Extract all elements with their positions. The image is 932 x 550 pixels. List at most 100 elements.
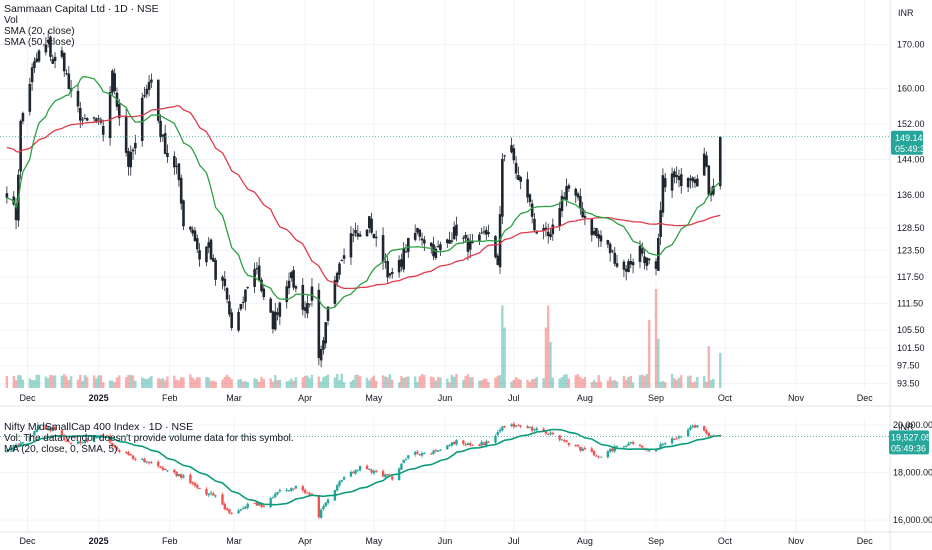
candle: [228, 294, 231, 317]
candle-body: [696, 178, 699, 187]
price-tick-label: 105.50: [897, 325, 925, 335]
index-candle-body: [707, 432, 710, 437]
index-candle: [193, 481, 197, 488]
candle: [592, 227, 596, 237]
volume-bar: [157, 377, 160, 388]
index-candle-body: [244, 506, 247, 509]
index-candle-body: [381, 471, 385, 477]
price-tick-label: 160.00: [897, 84, 925, 94]
candle-body: [145, 88, 149, 95]
index-candle: [124, 450, 128, 454]
index-candle: [452, 441, 456, 445]
index-ma-line: [6, 428, 721, 506]
candle: [615, 254, 619, 269]
index-candle-body: [469, 443, 472, 446]
index-candle-body: [274, 493, 277, 497]
volume-bar: [221, 379, 224, 388]
candle-body: [351, 234, 355, 236]
grid-lines: [0, 0, 890, 532]
volume-bar: [92, 375, 96, 388]
candle-body: [707, 165, 711, 195]
index-candle: [551, 431, 555, 435]
index-candle-body: [308, 493, 311, 495]
candle: [466, 234, 470, 261]
index-candle-body: [198, 488, 201, 490]
candle-body: [292, 270, 295, 288]
volume-bar: [237, 379, 240, 388]
index-candle: [30, 435, 34, 438]
candle: [161, 134, 165, 142]
candle-body: [372, 233, 376, 239]
index-candle-body: [498, 429, 502, 432]
candle-body: [445, 239, 449, 243]
index-candle: [246, 502, 249, 510]
candle-body: [423, 239, 426, 244]
volume-bar: [274, 375, 277, 388]
index-candle: [664, 442, 667, 446]
candle-body: [718, 136, 722, 187]
index-candle: [627, 441, 630, 446]
index-candle-body: [228, 509, 231, 513]
index-candle-body: [141, 459, 144, 461]
index-candle-body: [595, 455, 598, 457]
volume-bar: [416, 382, 419, 388]
volume-bar: [560, 377, 564, 388]
index-candle-body: [335, 485, 339, 491]
candle-body: [631, 261, 635, 266]
volume-bar: [464, 375, 467, 388]
index-candle: [418, 453, 421, 457]
index-candle: [611, 447, 614, 453]
index-candle: [196, 483, 199, 490]
index-candle: [480, 439, 483, 447]
index-candle-body: [221, 494, 224, 505]
candle-body: [33, 61, 36, 69]
candle: [707, 165, 711, 197]
candle: [397, 255, 401, 278]
index-candle-body: [143, 458, 146, 463]
index-candle: [28, 433, 32, 443]
index-candle-body: [565, 440, 568, 443]
last-price-tag-bg: [891, 130, 923, 155]
candle: [326, 306, 330, 326]
candle-body: [83, 118, 87, 120]
index-candle: [466, 442, 470, 446]
candle: [33, 57, 36, 73]
candle: [613, 247, 617, 267]
volume-bar: [262, 378, 265, 388]
month-label: Dec: [20, 393, 37, 403]
candle: [629, 253, 633, 269]
month-label: Feb: [162, 536, 178, 546]
volume-bar: [118, 375, 121, 388]
index-candle-body: [661, 443, 665, 445]
index-candle: [335, 483, 339, 492]
index-candle: [583, 446, 587, 450]
index-candle: [241, 506, 245, 510]
candle-body: [709, 191, 713, 196]
volume-bar: [5, 375, 9, 388]
candle-body: [95, 118, 98, 122]
volume-bar: [182, 377, 185, 388]
volume-bar: [673, 378, 676, 388]
candle-body: [686, 178, 690, 188]
index-candle-body: [680, 436, 683, 438]
candle: [503, 154, 506, 162]
candle: [198, 243, 201, 267]
index-candle-body: [189, 474, 192, 483]
volume-bar: [324, 376, 327, 388]
volume-bar: [285, 381, 288, 388]
volume-bar: [372, 375, 376, 388]
volume-bar: [670, 373, 674, 388]
index-candle-body: [241, 508, 245, 510]
index-candle-body: [294, 485, 298, 489]
volume-bar: [533, 378, 536, 388]
candle: [654, 258, 658, 276]
volume-bar: [129, 374, 132, 388]
index-candle: [177, 473, 181, 477]
index-countdown-label: 05:49:36: [891, 443, 926, 453]
volume-bar: [643, 375, 646, 388]
candle-body: [124, 116, 128, 153]
index-candle: [150, 460, 153, 464]
index-candle-body: [519, 425, 522, 427]
index-candle: [368, 468, 371, 471]
volume-bar: [290, 378, 293, 388]
